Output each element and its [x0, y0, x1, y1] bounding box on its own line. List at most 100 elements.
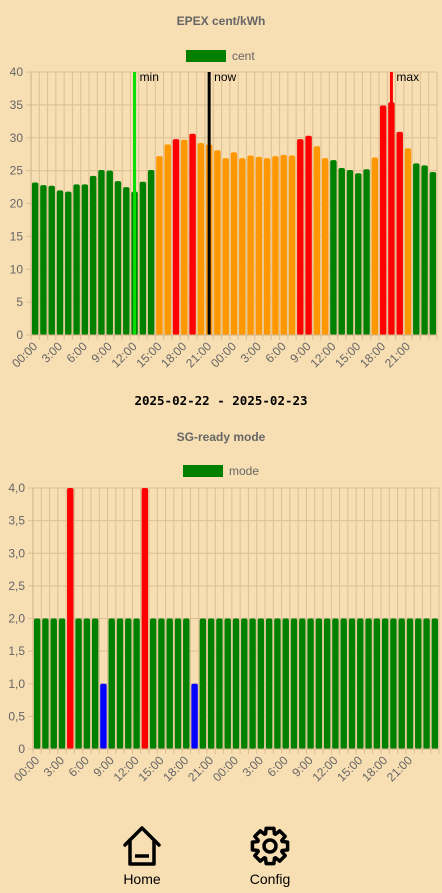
chart-title: SG-ready mode [177, 430, 266, 444]
bar [406, 618, 414, 749]
y-tick-label: 20 [10, 197, 24, 211]
bar [239, 158, 246, 335]
price-chart: EPEX cent/kWhcent051015202530354000:003:… [9, 14, 438, 370]
bar [89, 175, 97, 335]
y-tick-label: 2,0 [8, 612, 25, 626]
bar [272, 156, 279, 335]
x-tick-label: 3:00 [39, 339, 66, 366]
bar [431, 618, 439, 749]
bar [189, 133, 196, 335]
y-tick-label: 25 [10, 164, 24, 178]
bar [398, 618, 405, 749]
x-tick-label: 3:00 [238, 339, 265, 366]
bar [125, 618, 132, 749]
bar [307, 618, 314, 749]
x-tick-label: 18:00 [158, 339, 189, 370]
bar [363, 169, 370, 335]
bar [73, 184, 80, 335]
marker-label-min: min [140, 70, 159, 84]
bar [91, 618, 99, 749]
bar [216, 618, 223, 749]
bar [381, 618, 389, 749]
marker-label-now: now [214, 70, 236, 84]
sg-ready-mode-chart: SG-ready mode mode 0 0,5 1,0 1,5 2,0 2,5 3,0 3,5 4… [8, 430, 440, 784]
x-tick-label: 6:00 [264, 753, 291, 780]
x-tick-label: 12:00 [109, 339, 140, 370]
bar [207, 618, 215, 749]
bar [164, 144, 171, 335]
legend-swatch [186, 50, 226, 62]
x-tick-label: 18:00 [160, 753, 191, 784]
bar [357, 618, 364, 749]
y-tick-label: 0 [16, 328, 23, 342]
x-tick-label: 3:00 [240, 753, 267, 780]
bar [197, 143, 205, 335]
bar [141, 488, 149, 749]
legend-label: cent [232, 49, 255, 63]
x-tick-label: 15:00 [332, 339, 363, 370]
config-nav-button[interactable]: Config [230, 824, 310, 887]
bar [158, 618, 165, 749]
bar [108, 618, 115, 749]
x-tick-label: 12:00 [111, 753, 142, 784]
y-tick-label: 2,5 [8, 579, 25, 593]
y-tick-label: 1,5 [8, 644, 25, 658]
bar [355, 173, 362, 335]
bar [139, 181, 147, 335]
y-tick-label: 0,5 [8, 709, 25, 723]
y-tick-label: 5 [16, 295, 23, 309]
x-tick-label: 00:00 [210, 753, 241, 784]
bar [241, 618, 248, 749]
bar [348, 618, 356, 749]
x-tick-label: 6:00 [64, 339, 91, 366]
x-tick-label: 18:00 [359, 753, 390, 784]
bar [222, 158, 229, 335]
bar [230, 152, 238, 335]
x-tick-label: 00:00 [9, 339, 40, 370]
bar [323, 618, 331, 749]
bar [181, 139, 188, 335]
bar [214, 150, 221, 335]
bar [199, 618, 207, 749]
bar [191, 683, 198, 749]
bar [40, 185, 47, 335]
bar [421, 165, 428, 335]
bar [390, 618, 397, 749]
bar [83, 618, 91, 749]
bar [330, 160, 337, 335]
bar [174, 618, 182, 749]
x-tick-label: 3:00 [41, 753, 68, 780]
x-tick-label: 18:00 [357, 339, 388, 370]
bar [404, 148, 412, 335]
bar [172, 139, 180, 335]
bar [31, 182, 39, 335]
bar [297, 139, 304, 335]
bar [415, 618, 422, 749]
x-tick-label: 12:00 [307, 339, 338, 370]
bar [423, 618, 430, 749]
x-tick-label: 21:00 [185, 753, 216, 784]
bar [156, 156, 163, 335]
bar [365, 618, 372, 749]
x-tick-label: 21:00 [183, 339, 214, 370]
bar [98, 169, 105, 335]
x-tick-label: 15:00 [135, 753, 166, 784]
marker-label-max: max [396, 70, 419, 84]
x-tick-label: 21:00 [382, 339, 413, 370]
bar [265, 618, 273, 749]
y-tick-label: 40 [10, 65, 24, 79]
legend-swatch [183, 465, 223, 477]
x-tick-label: 15:00 [133, 339, 164, 370]
gear-icon [250, 826, 290, 866]
home-nav-button[interactable]: Home [102, 824, 182, 887]
home-icon [123, 826, 161, 866]
bar [429, 171, 437, 335]
x-tick-label: 6:00 [66, 753, 93, 780]
bar [183, 618, 190, 749]
legend-label: mode [229, 464, 259, 478]
bar [274, 618, 281, 749]
bar [114, 181, 122, 335]
bar [288, 155, 296, 335]
bar [65, 191, 72, 335]
bar [263, 158, 271, 335]
